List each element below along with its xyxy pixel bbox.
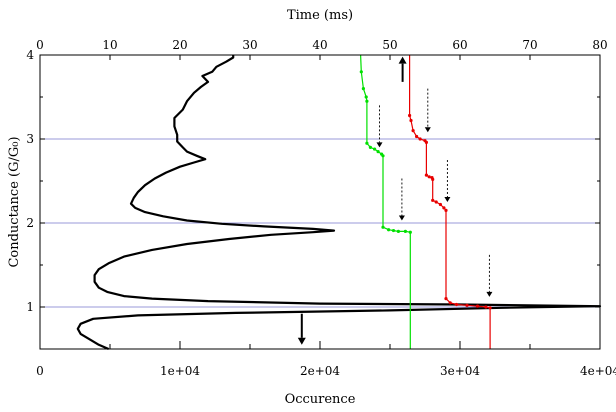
dashed-arrow-head bbox=[424, 127, 431, 133]
trace-data-point bbox=[444, 297, 448, 301]
trace-data-point bbox=[396, 229, 400, 233]
trace-data-point bbox=[411, 129, 415, 133]
trace-data-point bbox=[415, 134, 419, 139]
top-axis-tick-label: 40 bbox=[312, 38, 327, 52]
trace-data-point bbox=[408, 113, 412, 118]
bottom-axis-tick-label: 1e+04 bbox=[160, 364, 200, 378]
left-axis-tick-label: 3 bbox=[26, 132, 34, 146]
trace-data-point bbox=[373, 147, 377, 151]
bottom-axis-tick-label: 2e+04 bbox=[300, 364, 340, 378]
top-axis-tick-label: 50 bbox=[382, 38, 397, 52]
left-axis-tick-label: 4 bbox=[26, 48, 34, 62]
trace-data-point bbox=[424, 140, 428, 144]
trace-data-point bbox=[448, 301, 452, 305]
top-axis-tick-label: 80 bbox=[592, 38, 607, 52]
histogram-series-line bbox=[76, 55, 602, 351]
dashed-arrow-head bbox=[486, 291, 493, 297]
trace-data-point bbox=[381, 154, 385, 158]
bottom-axis-title: Occurence bbox=[285, 392, 356, 407]
solid-arrow-head bbox=[297, 337, 306, 345]
top-axis-tick-label: 30 bbox=[242, 38, 257, 52]
solid-arrow-head bbox=[398, 56, 407, 64]
trace-data-point bbox=[361, 87, 365, 91]
trace-data-point bbox=[418, 137, 422, 141]
top-axis-title: Time (ms) bbox=[287, 8, 353, 23]
top-axis-tick-label: 70 bbox=[522, 38, 537, 52]
left-axis-tick-label: 2 bbox=[26, 216, 34, 230]
trace-data-point bbox=[365, 99, 369, 103]
dashed-arrow-head bbox=[444, 197, 451, 202]
trace-data-point bbox=[484, 305, 488, 309]
trace-data-point bbox=[434, 200, 438, 204]
grid-lines bbox=[40, 138, 600, 308]
trace-data-point bbox=[475, 304, 480, 308]
top-axis-tick-label: 0 bbox=[36, 38, 44, 52]
trace-data-point bbox=[408, 230, 412, 234]
trace-data-point bbox=[409, 118, 413, 123]
bottom-axis-tick-label: 3e+04 bbox=[440, 364, 480, 378]
trace-data-point bbox=[359, 70, 363, 74]
dashed-arrow-head bbox=[376, 142, 383, 148]
trace-data-point bbox=[365, 141, 369, 145]
left-axis-tick-label: 1 bbox=[26, 300, 34, 314]
trace-data-point bbox=[403, 229, 407, 233]
trace-data-point bbox=[391, 228, 396, 233]
trace-data-point bbox=[381, 225, 385, 229]
trace-data-point bbox=[488, 306, 492, 310]
trace-data-point bbox=[438, 202, 442, 207]
trace-data-point bbox=[368, 145, 372, 149]
annotation-arrows bbox=[297, 56, 493, 345]
trace-data-point bbox=[376, 150, 380, 154]
trace-data-point bbox=[424, 173, 428, 177]
left-axis-title: Conductance (G/G₀) bbox=[7, 136, 22, 267]
trace-data-point bbox=[465, 303, 469, 307]
trace-data-point bbox=[431, 177, 435, 181]
top-axis-tick-label: 10 bbox=[102, 38, 117, 52]
top-axis-tick-label: 20 bbox=[172, 38, 187, 52]
data-series bbox=[76, 54, 602, 351]
trace-data-point bbox=[431, 198, 435, 202]
axis-ticks: 0 10 20 30 40 50 60 70 80 0 1e+04 2e+04 3e+04 4e+04 1 2… bbox=[26, 38, 616, 378]
top-axis-tick-label: 60 bbox=[452, 38, 467, 52]
trace-data-point bbox=[364, 95, 368, 99]
bottom-axis-tick-label: 0 bbox=[36, 364, 44, 378]
trace-data-point bbox=[387, 228, 391, 232]
bottom-axis-tick-label: 4e+04 bbox=[580, 364, 616, 378]
trace-data-point bbox=[427, 175, 431, 179]
trace-data-point bbox=[454, 302, 459, 307]
trace-data-point bbox=[442, 206, 446, 210]
dashed-arrow-head bbox=[398, 215, 405, 221]
trace-data-point bbox=[444, 208, 448, 212]
